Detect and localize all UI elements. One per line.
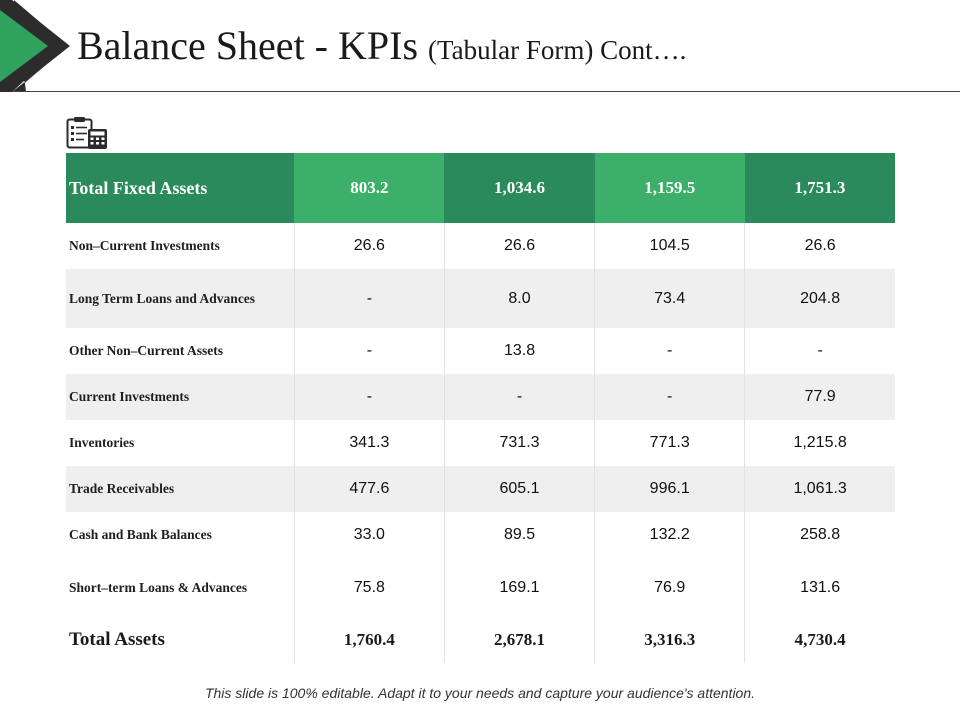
title-arrow-decoration <box>0 0 70 92</box>
row-label: Cash and Bank Balances <box>66 512 295 558</box>
row-value: 258.8 <box>744 512 895 558</box>
header-value: 1,159.5 <box>594 153 745 223</box>
row-value: 1,215.8 <box>744 420 895 466</box>
total-label: Total Assets <box>69 629 165 650</box>
row-value: 104.5 <box>594 223 745 269</box>
table-row: Short–term Loans & Advances 75.8 169.1 7… <box>66 558 895 617</box>
table-row: Inventories 341.3 731.3 771.3 1,215.8 <box>66 420 895 466</box>
row-value: 771.3 <box>594 420 745 466</box>
total-value: 3,316.3 <box>594 617 745 663</box>
row-value: 605.1 <box>443 466 595 512</box>
clipboard-calculator-icon <box>66 116 108 150</box>
table-row: Trade Receivables 477.6 605.1 996.1 1,06… <box>66 466 895 512</box>
header-value: 1,751.3 <box>744 153 895 223</box>
row-label: Short–term Loans & Advances <box>66 558 295 617</box>
row-value: 26.6 <box>443 223 595 269</box>
row-value: - <box>443 374 595 420</box>
title-divider <box>12 91 960 92</box>
table-header-row: Total Fixed Assets 803.2 1,034.6 1,159.5… <box>66 153 895 223</box>
row-value: 132.2 <box>594 512 745 558</box>
row-value: 73.4 <box>594 269 745 328</box>
table-row: Other Non–Current Assets - 13.8 - - <box>66 328 895 374</box>
row-value: 169.1 <box>443 558 595 617</box>
table-row: Long Term Loans and Advances - 8.0 73.4 … <box>66 269 895 328</box>
row-value: 13.8 <box>443 328 595 374</box>
row-value: - <box>594 374 745 420</box>
row-value: 26.6 <box>744 223 895 269</box>
title-subtitle: (Tabular Form) Cont…. <box>428 35 687 65</box>
row-value: 77.9 <box>744 374 895 420</box>
footer-note: This slide is 100% editable. Adapt it to… <box>204 685 756 701</box>
header-value: 1,034.6 <box>444 153 595 223</box>
row-value: 996.1 <box>594 466 745 512</box>
row-value: 204.8 <box>744 269 895 328</box>
header-value: 803.2 <box>294 153 445 223</box>
page-title: Balance Sheet - KPIs (Tabular Form) Cont… <box>77 22 686 74</box>
row-value: 89.5 <box>443 512 595 558</box>
row-value: 76.9 <box>594 558 745 617</box>
title-main: Balance Sheet - KPIs <box>77 23 419 68</box>
total-value: 2,678.1 <box>443 617 595 663</box>
balance-sheet-table: Total Fixed Assets 803.2 1,034.6 1,159.5… <box>66 153 895 663</box>
table-row: Cash and Bank Balances 33.0 89.5 132.2 2… <box>66 512 895 558</box>
table-total-row: Total Assets 1,760.4 2,678.1 3,316.3 4,7… <box>66 617 895 663</box>
row-value: - <box>293 374 445 420</box>
row-value: 731.3 <box>443 420 595 466</box>
row-label: Inventories <box>66 420 295 466</box>
row-value: 75.8 <box>293 558 445 617</box>
row-value: 477.6 <box>293 466 445 512</box>
row-value: - <box>594 328 745 374</box>
table-row: Non–Current Investments 26.6 26.6 104.5 … <box>66 223 895 269</box>
row-label: Non–Current Investments <box>66 223 295 269</box>
row-value: 341.3 <box>293 420 445 466</box>
row-label: Long Term Loans and Advances <box>66 269 295 328</box>
row-label: Other Non–Current Assets <box>66 328 295 374</box>
row-value: 1,061.3 <box>744 466 895 512</box>
total-value: 1,760.4 <box>293 617 445 663</box>
total-value: 4,730.4 <box>744 617 895 663</box>
row-value: - <box>293 269 445 328</box>
row-value: 26.6 <box>293 223 445 269</box>
row-value: 8.0 <box>443 269 595 328</box>
row-value: - <box>744 328 895 374</box>
row-value: - <box>293 328 445 374</box>
row-label: Trade Receivables <box>66 466 295 512</box>
row-label: Current Investments <box>66 374 295 420</box>
header-label: Total Fixed Assets <box>66 153 295 223</box>
row-value: 33.0 <box>293 512 445 558</box>
row-value: 131.6 <box>744 558 895 617</box>
table-row: Current Investments - - - 77.9 <box>66 374 895 420</box>
